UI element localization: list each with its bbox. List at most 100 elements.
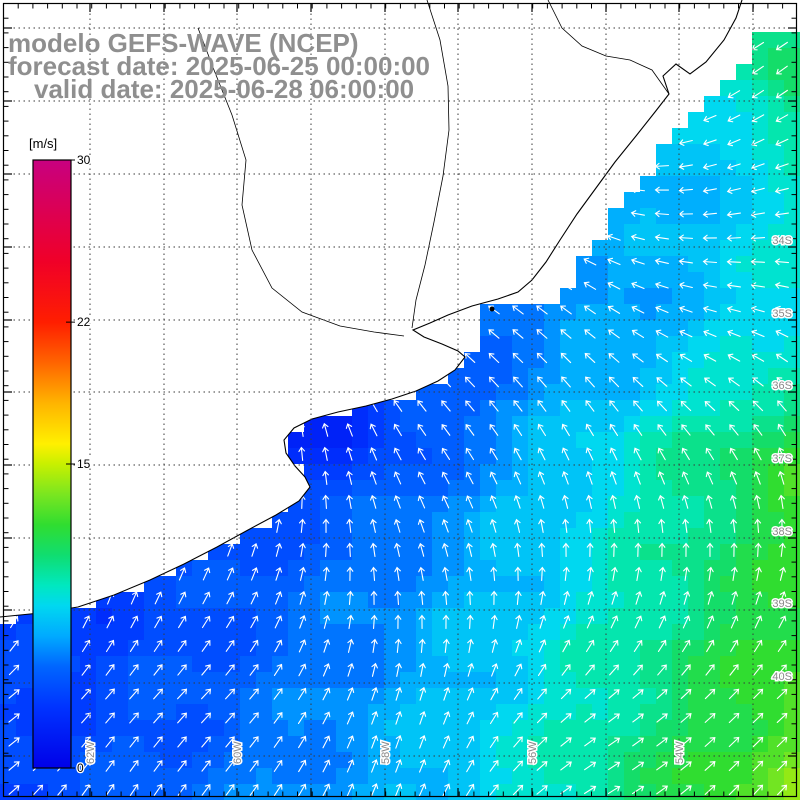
wave-cell [560, 448, 576, 464]
wave-cell [704, 512, 720, 528]
wave-cell [624, 784, 640, 800]
wave-cell [784, 80, 800, 96]
wave-cell [304, 432, 320, 448]
wind-arrow [678, 305, 693, 313]
wave-cell [768, 736, 784, 752]
wave-cell [512, 640, 528, 656]
wave-cell [672, 176, 688, 192]
wind-arrow [631, 305, 645, 314]
wave-cell [752, 752, 768, 768]
wind-arrow [753, 424, 763, 436]
wave-cell [256, 528, 272, 544]
wave-cell [400, 784, 416, 800]
wind-arrow [607, 281, 621, 290]
wave-cell [784, 640, 800, 656]
wave-cell [768, 544, 784, 560]
wind-arrow [371, 759, 379, 773]
wind-arrow [633, 447, 642, 461]
wave-cell [768, 32, 784, 48]
wave-cell [128, 656, 144, 672]
wind-arrow [705, 447, 714, 461]
wave-cell [720, 128, 736, 144]
wave-cell [736, 208, 752, 224]
wave-cell [0, 704, 16, 720]
wave-cell [496, 352, 512, 368]
wind-arrow [776, 736, 788, 748]
wave-cell [624, 256, 640, 272]
wind-arrow [583, 305, 596, 315]
wave-cell [128, 752, 144, 768]
wind-arrow [538, 639, 547, 653]
wave-cell [576, 480, 592, 496]
wind-arrow [201, 615, 211, 629]
wind-arrow [322, 446, 329, 461]
island-dot [489, 306, 495, 312]
wave-cell [336, 624, 352, 640]
wave-cell [400, 640, 416, 656]
wind-arrow [177, 760, 187, 772]
wind-arrow [393, 471, 402, 485]
wave-cell [416, 640, 432, 656]
wind-arrow [249, 712, 259, 724]
wave-cell [496, 656, 512, 672]
wind-arrow [465, 447, 475, 461]
wave-cell [288, 672, 304, 688]
wave-cell [752, 496, 768, 512]
wind-arrow [586, 542, 594, 558]
wave-cell [640, 256, 656, 272]
wave-cell [400, 720, 416, 736]
wind-arrow [726, 282, 741, 289]
wave-cell [496, 608, 512, 624]
wind-arrow [346, 687, 355, 701]
wave-cell [656, 688, 672, 704]
wave-cell [432, 736, 448, 752]
wave-cell [384, 560, 400, 576]
wind-arrow [418, 590, 426, 606]
wave-cell [736, 400, 752, 416]
wave-cell [736, 576, 752, 592]
wind-arrow [178, 615, 187, 629]
wind-arrow [369, 423, 378, 437]
wave-cell [512, 592, 528, 608]
wind-arrow [419, 759, 427, 773]
wave-cell [192, 640, 208, 656]
wave-cell [640, 480, 656, 496]
wind-arrow [250, 615, 259, 629]
wave-cell [752, 480, 768, 496]
wave-cell [384, 592, 400, 608]
wave-cell [768, 224, 784, 240]
wind-arrow [654, 162, 670, 170]
wave-cell [368, 768, 384, 784]
wind-arrow [586, 494, 593, 509]
wave-cell [576, 672, 592, 688]
wave-cell [608, 688, 624, 704]
wave-cell [608, 288, 624, 304]
wave-cell [112, 640, 128, 656]
wave-cell [448, 640, 464, 656]
wave-cell [528, 720, 544, 736]
wave-cell [768, 656, 784, 672]
colorbar-tick-label: 30 [77, 153, 91, 167]
wave-cell [352, 624, 368, 640]
wind-arrow [178, 591, 187, 605]
wind-arrow [323, 590, 330, 605]
wave-cell [480, 688, 496, 704]
wave-cell [272, 656, 288, 672]
wave-cell [272, 528, 288, 544]
wind-arrow [632, 376, 644, 387]
wave-cell [224, 720, 240, 736]
wave-cell [448, 608, 464, 624]
wind-arrow [728, 760, 740, 772]
wave-cell [352, 496, 368, 512]
wave-cell [304, 752, 320, 768]
wave-cell [432, 576, 448, 592]
wave-cell [672, 736, 688, 752]
wind-arrow [512, 784, 524, 796]
wind-arrow [489, 495, 497, 509]
wave-cell [448, 416, 464, 432]
wind-arrow [704, 761, 716, 771]
wave-cell [640, 432, 656, 448]
wave-cell [416, 624, 432, 640]
wave-cell [112, 608, 128, 624]
